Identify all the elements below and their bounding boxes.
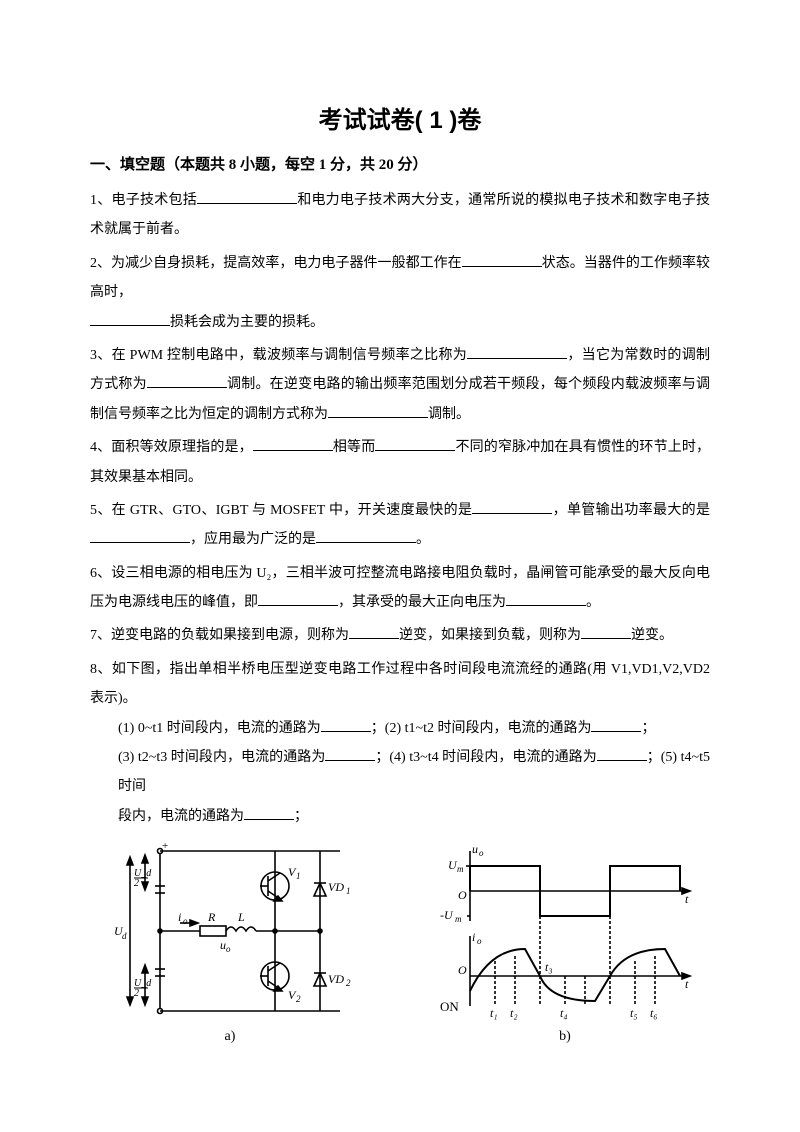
svg-text:2: 2 xyxy=(134,988,139,999)
svg-text:2: 2 xyxy=(134,878,139,889)
blank xyxy=(591,716,641,732)
svg-text:t: t xyxy=(685,892,689,906)
q5-p4: 。 xyxy=(416,532,430,547)
blank xyxy=(462,251,542,267)
q4-p2: 相等而 xyxy=(333,440,376,455)
svg-text:2: 2 xyxy=(346,978,351,988)
q6-p3: 。 xyxy=(586,595,600,610)
q2-p3: 损耗会成为主要的损耗。 xyxy=(170,315,324,330)
blank xyxy=(328,402,428,418)
q8-s2a: (3) t2~t3 时间段内，电流的通路为 xyxy=(118,750,325,765)
svg-text:R: R xyxy=(207,910,216,924)
blank xyxy=(321,716,371,732)
q8-s2b: ；(4) t3~t4 时间段内，电流的通路为 xyxy=(375,750,596,765)
blank xyxy=(90,310,170,326)
blank xyxy=(597,745,647,761)
q6-p2: ，其承受的最大正向电压为 xyxy=(338,595,506,610)
svg-text:L: L xyxy=(237,910,245,924)
svg-text:t₃: t₃ xyxy=(545,960,553,974)
q7-p2: 逆变，如果接到负载，则称为 xyxy=(399,628,581,643)
figure-a-label: a) xyxy=(225,1029,236,1045)
page-title: 考试试卷( 1 )卷 xyxy=(90,100,710,135)
svg-text:-U: -U xyxy=(440,908,454,922)
svg-text:u: u xyxy=(472,842,478,856)
blank xyxy=(244,804,294,820)
question-1: 1、电子技术包括和电力电子技术两大分支，通常所说的模拟电子技术和数字电子技术就属… xyxy=(90,186,710,245)
figure-a: Ud U_d2 U_d2 io R L uo V1 V2 VD1 VD2 + a… xyxy=(100,841,360,1045)
figures-row: Ud U_d2 U_d2 io R L uo V1 V2 VD1 VD2 + a… xyxy=(90,841,710,1045)
question-4: 4、面积等效原理指的是，相等而不同的窄脉冲加在具有惯性的环节上时，其效果基本相同… xyxy=(90,433,710,492)
blank xyxy=(472,498,552,514)
svg-text:m: m xyxy=(457,864,464,874)
blank xyxy=(90,527,190,543)
q8-s1b: ；(2) t1~t2 时间段内，电流的通路为 xyxy=(371,721,592,736)
svg-text:o: o xyxy=(226,944,231,954)
question-2: 2、为减少自身损耗，提高效率，电力电子器件一般都工作在状态。当器件的工作频率较高… xyxy=(90,249,710,337)
blank xyxy=(375,435,455,451)
svg-text:VD: VD xyxy=(328,880,344,894)
question-5: 5、在 GTR、GTO、IGBT 与 MOSFET 中，开关速度最快的是 ，单管输… xyxy=(90,496,710,555)
svg-text:O: O xyxy=(458,888,467,902)
svg-text:i: i xyxy=(178,910,181,924)
figure-b: uo Um O -Um t io O t t₁ t₂ t₃ t₄ t₅ t₆ O… xyxy=(430,841,700,1045)
svg-text:d: d xyxy=(122,931,127,941)
blank xyxy=(258,590,338,606)
svg-text:t₄: t₄ xyxy=(560,1006,568,1020)
question-7: 7、逆变电路的负载如果接到电源，则称为 逆变，如果接到负载，则称为 逆变。 xyxy=(90,621,710,650)
blank xyxy=(316,527,416,543)
q7-p1: 7、逆变电路的负载如果接到电源，则称为 xyxy=(90,628,349,643)
q3-p4: 调制。 xyxy=(428,407,470,422)
blank xyxy=(506,590,586,606)
svg-text:ON: ON xyxy=(440,999,459,1014)
svg-text:m: m xyxy=(455,914,462,924)
svg-text:VD: VD xyxy=(328,972,344,986)
blank xyxy=(467,343,567,359)
svg-text:o: o xyxy=(183,916,188,926)
q1-text-pre: 1、电子技术包括 xyxy=(90,193,197,208)
svg-text:o: o xyxy=(479,848,484,858)
svg-text:O: O xyxy=(458,963,467,977)
svg-text:+: + xyxy=(162,841,168,852)
q5-p1: 5、在 GTR、GTO、IGBT 与 MOSFET 中，开关速度最快的是 xyxy=(90,503,472,518)
section-heading: 一、填空题（本题共 8 小题，每空 1 分，共 20 分） xyxy=(90,153,710,174)
q3-p1: 3、在 PWM 控制电路中，载波频率与调制信号频率之比称为 xyxy=(90,348,467,363)
blank xyxy=(253,435,333,451)
figure-b-label: b) xyxy=(559,1029,571,1045)
q7-p3: 逆变。 xyxy=(631,628,673,643)
blank xyxy=(147,372,227,388)
q2-p1: 2、为减少自身损耗，提高效率，电力电子器件一般都工作在 xyxy=(90,256,462,271)
svg-text:t₂: t₂ xyxy=(510,1006,518,1020)
blank xyxy=(197,188,297,204)
svg-text:t₅: t₅ xyxy=(630,1006,638,1020)
q8-head: 8、如下图，指出单相半桥电压型逆变电路工作过程中各时间段电流流经的通路(用 V1… xyxy=(90,662,710,706)
question-3: 3、在 PWM 控制电路中，载波频率与调制信号频率之比称为，当它为常数时的调制方… xyxy=(90,341,710,429)
svg-text:1: 1 xyxy=(296,871,301,881)
svg-text:o: o xyxy=(477,936,482,946)
q8-s1c: ； xyxy=(641,721,655,736)
q8-s3: 段内，电流的通路为 xyxy=(118,809,244,824)
q5-p2: ，单管输出功率最大的是 xyxy=(552,503,710,518)
svg-text:i: i xyxy=(472,930,475,944)
svg-text:t: t xyxy=(685,977,689,991)
svg-text:t₁: t₁ xyxy=(490,1006,498,1020)
q8-s3b: ； xyxy=(294,809,308,824)
question-6: 6、设三相电源的相电压为 U₂，三相半波可控整流电路接电阻负载时，晶闸管可能承受… xyxy=(90,559,710,618)
q8-s1a: (1) 0~t1 时间段内，电流的通路为 xyxy=(118,721,321,736)
blank xyxy=(581,623,631,639)
svg-text:t₆: t₆ xyxy=(650,1006,658,1020)
svg-text:2: 2 xyxy=(296,994,301,1004)
svg-text:1: 1 xyxy=(346,886,351,896)
question-8: 8、如下图，指出单相半桥电压型逆变电路工作过程中各时间段电流流经的通路(用 V1… xyxy=(90,655,710,831)
circuit-diagram-icon: Ud U_d2 U_d2 io R L uo V1 V2 VD1 VD2 + xyxy=(100,841,360,1021)
q4-p1: 4、面积等效原理指的是， xyxy=(90,440,253,455)
waveform-diagram-icon: uo Um O -Um t io O t t₁ t₂ t₃ t₄ t₅ t₆ O… xyxy=(430,841,700,1021)
blank xyxy=(349,623,399,639)
q5-p3: ，应用最为广泛的是 xyxy=(190,532,316,547)
blank xyxy=(325,745,375,761)
